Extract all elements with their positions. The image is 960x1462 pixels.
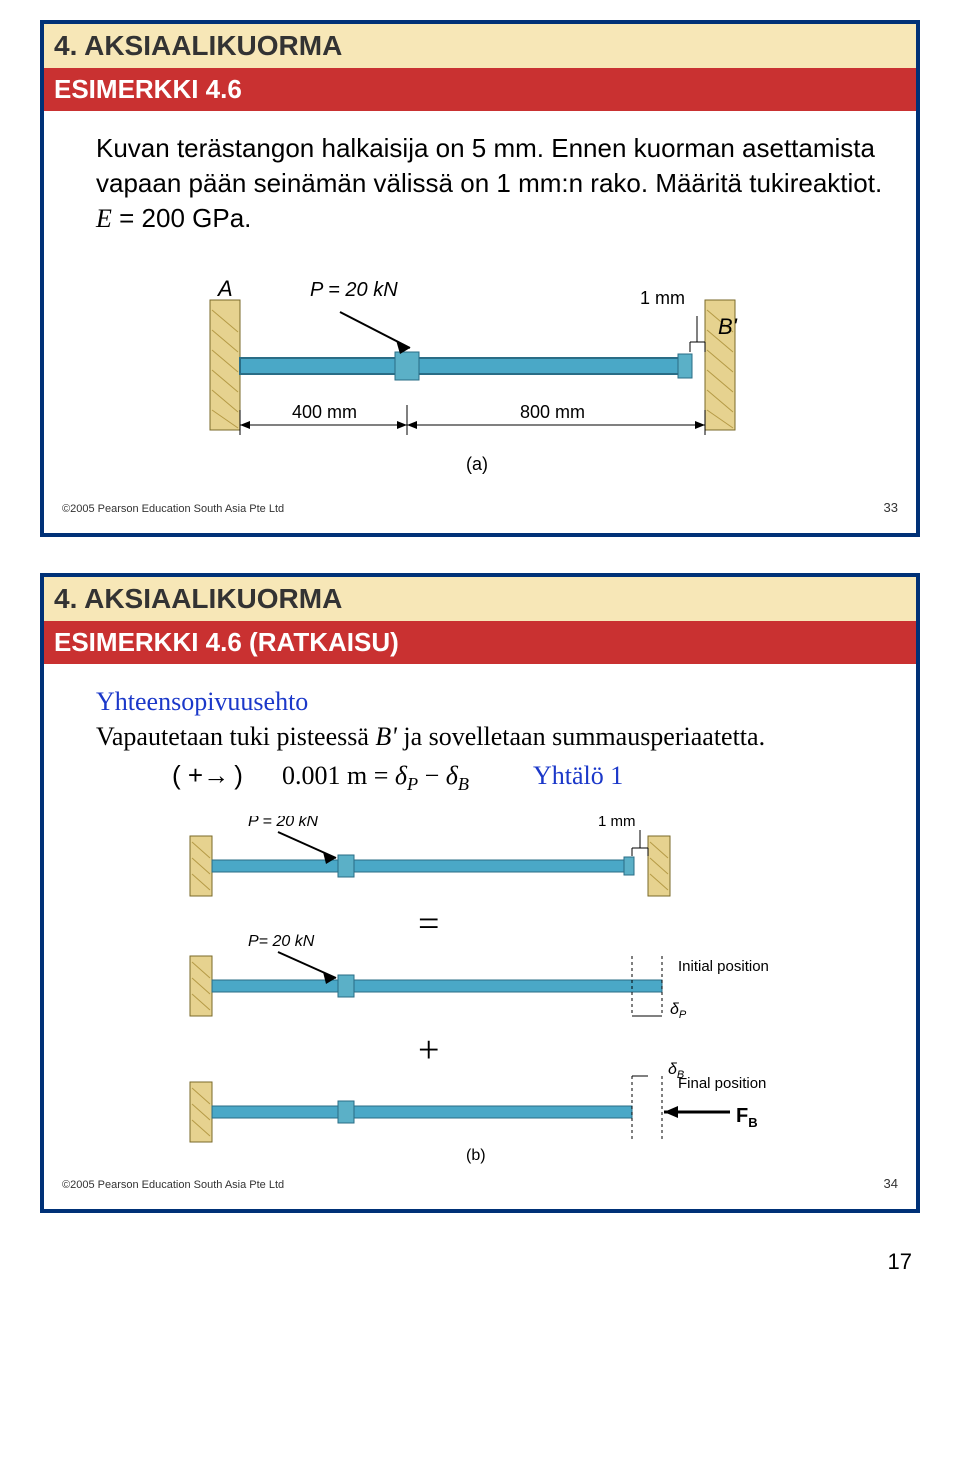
eq-label: Yhtälö 1 <box>533 761 623 790</box>
example-title: ESIMERKKI 4.6 (RATKAISU) <box>44 621 916 664</box>
slide-footer: ©2005 Pearson Education South Asia Pte L… <box>62 500 898 515</box>
initial-pos-label: Initial position <box>678 958 769 975</box>
body-part-b: ja sovelletaan summausperiaatetta. <box>397 722 765 751</box>
eq-lhs: 0.001 m = <box>282 761 395 790</box>
row1-gap: 1 mm <box>598 816 636 830</box>
p-label: P = 20 kN <box>310 279 398 301</box>
row1-p-label: P = 20 kN <box>248 816 319 830</box>
delta-b: δ <box>446 761 458 790</box>
equals-symbol: = <box>418 903 439 945</box>
body-part-a: Vapautetaan tuki pisteessä <box>96 722 375 751</box>
svg-text:δB: δB <box>668 1061 684 1081</box>
subfig-b: (b) <box>466 1147 486 1164</box>
svg-text:Final position: Final position <box>678 1075 766 1092</box>
problem-text: Kuvan terästangon halkaisija on 5 mm. En… <box>62 123 898 250</box>
chapter-title: 4. AKSIAALIKUORMA <box>44 577 916 621</box>
slide-footer: ©2005 Pearson Education South Asia Pte L… <box>62 1176 898 1191</box>
copyright-text: ©2005 Pearson Education South Asia Pte L… <box>62 1179 284 1191</box>
svg-text:δP: δP <box>670 1001 687 1021</box>
subfig-a: (a) <box>466 454 488 474</box>
beam-diagram-a: 1 mm P = 20 kN A B' 400 mm 800 mm (a) <box>200 260 760 490</box>
equation-1: ( +→ ) 0.001 m = δP − δB Yhtälö 1 <box>62 756 898 805</box>
row2-p-label: P= 20 kN <box>248 933 315 950</box>
delta-p-sub: P <box>407 775 418 795</box>
delta-b-sub: B <box>458 775 469 795</box>
problem-text-main: Kuvan terästangon halkaisija on 5 mm. En… <box>96 133 882 198</box>
svg-text:FB: FB <box>736 1105 758 1130</box>
slide-page-number: 34 <box>884 1176 898 1191</box>
compatibility-heading: Yhteensopivuusehto <box>96 684 892 719</box>
e-value: = 200 GPa. <box>112 203 251 233</box>
slide-page-number: 33 <box>884 500 898 515</box>
figure-b: P = 20 kN 1 mm = P= 20 kN Initial positi… <box>62 816 898 1166</box>
copyright-text: ©2005 Pearson Education South Asia Pte L… <box>62 503 284 515</box>
eq-sign-convention: ( +→ ) <box>172 760 243 790</box>
gap-label: 1 mm <box>640 288 685 308</box>
chapter-title: 4. AKSIAALIKUORMA <box>44 24 916 68</box>
figure-a: 1 mm P = 20 kN A B' 400 mm 800 mm (a) <box>62 260 898 490</box>
slide-2: 4. AKSIAALIKUORMA ESIMERKKI 4.6 (RATKAIS… <box>40 573 920 1212</box>
superposition-diagram: P = 20 kN 1 mm = P= 20 kN Initial positi… <box>170 816 790 1166</box>
delta-p: δ <box>395 761 407 790</box>
b-prime-var: B' <box>375 722 396 751</box>
dim-right: 800 mm <box>520 402 585 422</box>
slide-1: 4. AKSIAALIKUORMA ESIMERKKI 4.6 Kuvan te… <box>40 20 920 537</box>
solution-body: Yhteensopivuusehto Vapautetaan tuki pist… <box>62 676 898 756</box>
label-bprime: B' <box>718 314 738 339</box>
eq-minus: − <box>418 761 446 790</box>
example-title: ESIMERKKI 4.6 <box>44 68 916 111</box>
plus-symbol: + <box>418 1029 439 1071</box>
label-a: A <box>216 276 233 301</box>
dim-left: 400 mm <box>292 402 357 422</box>
e-variable: E <box>96 204 112 233</box>
document-page-number: 17 <box>40 1249 920 1275</box>
